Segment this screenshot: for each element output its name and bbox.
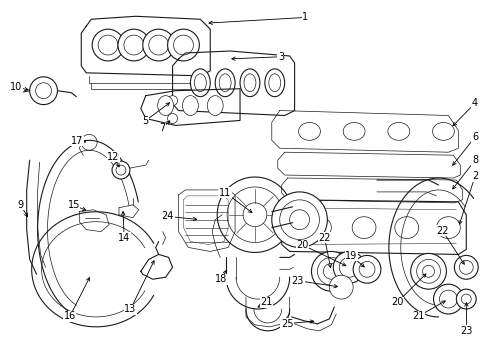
Circle shape bbox=[311, 251, 350, 291]
Ellipse shape bbox=[268, 74, 280, 92]
Text: 25: 25 bbox=[281, 319, 293, 329]
Ellipse shape bbox=[298, 122, 320, 140]
Text: 5: 5 bbox=[142, 116, 148, 126]
Text: 4: 4 bbox=[471, 98, 477, 108]
Text: 22: 22 bbox=[435, 226, 448, 236]
Circle shape bbox=[118, 29, 149, 61]
Circle shape bbox=[123, 35, 143, 55]
Circle shape bbox=[458, 260, 472, 274]
Text: 11: 11 bbox=[219, 188, 231, 198]
Ellipse shape bbox=[307, 217, 331, 239]
Text: 17: 17 bbox=[71, 136, 83, 146]
Ellipse shape bbox=[387, 122, 409, 140]
Text: 15: 15 bbox=[67, 200, 80, 210]
Ellipse shape bbox=[436, 217, 459, 239]
Text: 14: 14 bbox=[118, 233, 130, 243]
Text: 13: 13 bbox=[124, 304, 136, 314]
Text: 18: 18 bbox=[215, 274, 227, 284]
Ellipse shape bbox=[351, 217, 375, 239]
Text: 21: 21 bbox=[411, 311, 424, 321]
Circle shape bbox=[112, 161, 130, 179]
Text: 20: 20 bbox=[390, 297, 403, 307]
Text: 24: 24 bbox=[162, 211, 174, 221]
Circle shape bbox=[116, 165, 126, 175]
Circle shape bbox=[81, 134, 97, 150]
Circle shape bbox=[279, 200, 319, 239]
Circle shape bbox=[36, 83, 51, 99]
Circle shape bbox=[410, 253, 446, 289]
Circle shape bbox=[148, 35, 168, 55]
Text: 10: 10 bbox=[10, 82, 22, 92]
Ellipse shape bbox=[194, 74, 206, 92]
Circle shape bbox=[142, 29, 174, 61]
Ellipse shape bbox=[157, 96, 173, 116]
Circle shape bbox=[167, 96, 177, 105]
Ellipse shape bbox=[215, 69, 235, 96]
Circle shape bbox=[271, 192, 326, 247]
Text: 22: 22 bbox=[318, 233, 330, 243]
Circle shape bbox=[433, 284, 462, 314]
Text: 20: 20 bbox=[296, 240, 308, 250]
Text: 21: 21 bbox=[260, 297, 272, 307]
Circle shape bbox=[92, 29, 123, 61]
Text: 23: 23 bbox=[460, 326, 472, 336]
Circle shape bbox=[167, 113, 177, 123]
Ellipse shape bbox=[190, 69, 210, 96]
Text: 7: 7 bbox=[159, 123, 165, 133]
Circle shape bbox=[358, 261, 374, 277]
Ellipse shape bbox=[207, 96, 223, 116]
Circle shape bbox=[98, 35, 118, 55]
Ellipse shape bbox=[219, 74, 231, 92]
Circle shape bbox=[422, 265, 434, 277]
Circle shape bbox=[289, 210, 309, 230]
Text: 6: 6 bbox=[471, 132, 477, 142]
Circle shape bbox=[460, 294, 470, 304]
Text: 23: 23 bbox=[291, 276, 304, 286]
Ellipse shape bbox=[264, 69, 284, 96]
Circle shape bbox=[333, 251, 365, 283]
Circle shape bbox=[455, 289, 475, 309]
Text: 8: 8 bbox=[471, 156, 477, 165]
Text: 1: 1 bbox=[302, 13, 307, 22]
Text: 19: 19 bbox=[345, 251, 357, 261]
Text: 12: 12 bbox=[107, 152, 120, 162]
Ellipse shape bbox=[432, 122, 453, 140]
Ellipse shape bbox=[343, 122, 365, 140]
Circle shape bbox=[453, 255, 477, 279]
Ellipse shape bbox=[244, 74, 255, 92]
Circle shape bbox=[30, 77, 57, 105]
Circle shape bbox=[328, 275, 352, 299]
Text: 9: 9 bbox=[17, 200, 23, 210]
Text: 16: 16 bbox=[63, 311, 76, 321]
Ellipse shape bbox=[394, 217, 418, 239]
Circle shape bbox=[243, 203, 266, 227]
Circle shape bbox=[173, 35, 193, 55]
Circle shape bbox=[323, 264, 339, 279]
Circle shape bbox=[317, 257, 345, 285]
Circle shape bbox=[439, 290, 456, 308]
Circle shape bbox=[339, 257, 358, 277]
Circle shape bbox=[167, 29, 199, 61]
Ellipse shape bbox=[182, 96, 198, 116]
Circle shape bbox=[416, 260, 440, 283]
Text: 3: 3 bbox=[277, 52, 284, 62]
Ellipse shape bbox=[240, 69, 259, 96]
Text: 2: 2 bbox=[471, 171, 477, 181]
Circle shape bbox=[352, 255, 380, 283]
